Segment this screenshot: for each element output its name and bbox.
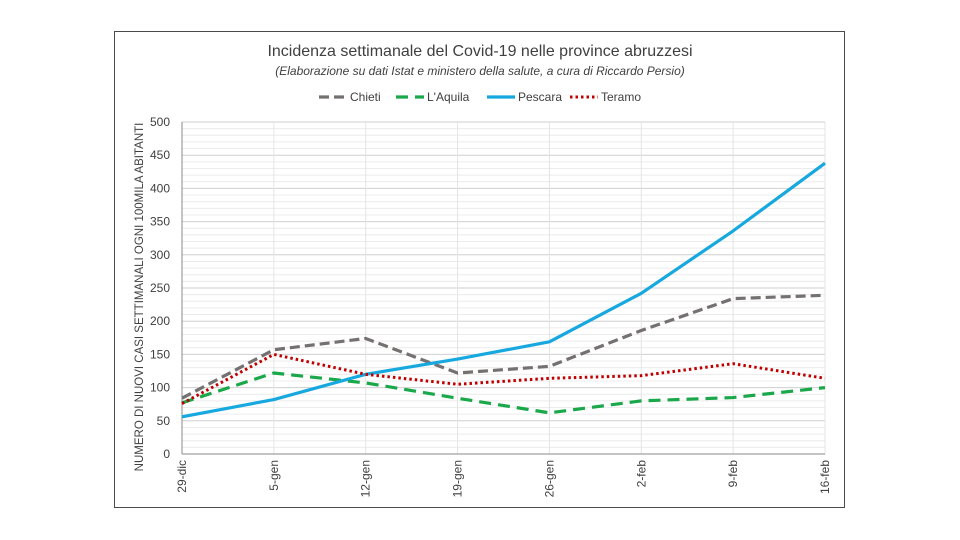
legend: Chieti L'Aquila Pescara Teramo	[319, 90, 641, 104]
x-tick-label: 19-gen	[451, 460, 465, 497]
legend-label: Chieti	[350, 90, 381, 104]
legend-label: Pescara	[518, 90, 562, 104]
x-tick-label: 29-dic	[175, 460, 189, 493]
y-axis-label: NUMERO DI NUOVI CASI SETTIMANALI OGNI 10…	[134, 123, 146, 472]
gridlines	[181, 121, 826, 455]
x-tick-label: 12-gen	[359, 460, 373, 497]
chart-subtitle: (Elaborazione su dati Istat e ministero …	[275, 64, 685, 78]
y-tick-label: 450	[150, 148, 170, 162]
x-tick-label: 2-feb	[634, 460, 648, 488]
series-line-teramo	[181, 352, 826, 405]
y-tick-label: 400	[150, 181, 170, 195]
x-tick-label: 5-gen	[267, 460, 281, 491]
x-tick-label: 26-gen	[542, 460, 556, 497]
y-tick-labels: 0 50 100 150 200 250 300 350 400 450 500	[150, 115, 170, 461]
x-tick-label: 16-feb	[818, 460, 832, 494]
chart-frame	[114, 31, 845, 508]
y-tick-label: 500	[150, 115, 170, 129]
series-lines	[181, 161, 826, 419]
y-tick-label: 50	[157, 414, 171, 428]
y-tick-label: 300	[150, 248, 170, 262]
y-tick-label: 0	[163, 447, 170, 461]
axes	[181, 122, 825, 455]
legend-label: Teramo	[601, 90, 641, 104]
x-tick-label: 9-feb	[726, 460, 740, 488]
y-tick-label: 250	[150, 281, 170, 295]
series-line-pescara	[181, 161, 826, 419]
legend-label: L'Aquila	[427, 90, 470, 104]
y-tick-label: 350	[150, 215, 170, 229]
series-line-laquila	[181, 371, 826, 415]
y-tick-label: 100	[150, 381, 170, 395]
y-tick-label: 200	[150, 314, 170, 328]
x-tick-labels: 29-dic 5-gen 12-gen 19-gen 26-gen 2-feb 9-feb 1…	[175, 460, 832, 498]
y-tick-label: 150	[150, 347, 170, 361]
chart-title: Incidenza settimanale del Covid-19 nelle…	[267, 43, 693, 60]
